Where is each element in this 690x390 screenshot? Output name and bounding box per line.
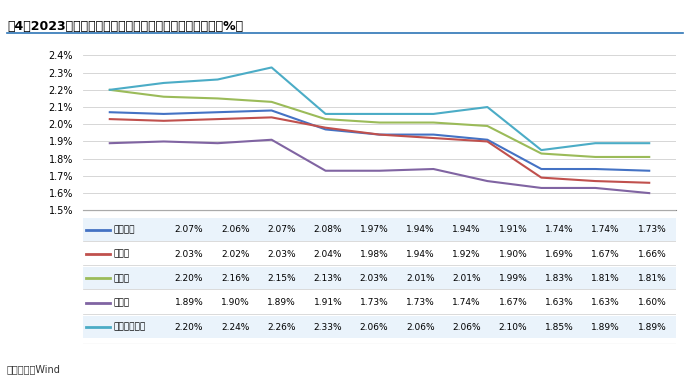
Text: 2.01%: 2.01% [406, 274, 435, 283]
Text: 1.67%: 1.67% [499, 298, 527, 307]
Text: 1.89%: 1.89% [175, 298, 204, 307]
Text: 1.90%: 1.90% [221, 298, 250, 307]
Text: 资料来源：Wind: 资料来源：Wind [7, 364, 61, 374]
Text: 1.92%: 1.92% [453, 250, 481, 259]
Text: 1.67%: 1.67% [591, 250, 620, 259]
FancyBboxPatch shape [83, 267, 676, 289]
Text: 1.74%: 1.74% [453, 298, 481, 307]
Text: 1.73%: 1.73% [406, 298, 435, 307]
Text: 1.85%: 1.85% [545, 323, 573, 332]
Text: 2.04%: 2.04% [314, 250, 342, 259]
Text: 1.90%: 1.90% [499, 250, 527, 259]
Text: 2.07%: 2.07% [267, 225, 296, 234]
Text: 1.74%: 1.74% [545, 225, 573, 234]
Text: 1.63%: 1.63% [591, 298, 620, 307]
Text: 1.73%: 1.73% [359, 298, 388, 307]
Text: 2.26%: 2.26% [267, 323, 296, 332]
Text: 1.63%: 1.63% [545, 298, 573, 307]
Text: 1.81%: 1.81% [591, 274, 620, 283]
Text: 2.03%: 2.03% [267, 250, 296, 259]
Text: 2.10%: 2.10% [499, 323, 527, 332]
Text: 1.74%: 1.74% [591, 225, 620, 234]
Text: 国有行: 国有行 [114, 250, 130, 259]
Text: 1.66%: 1.66% [638, 250, 667, 259]
Text: 1.94%: 1.94% [406, 225, 435, 234]
Text: 城商行: 城商行 [114, 298, 130, 307]
Text: 1.83%: 1.83% [545, 274, 573, 283]
Text: 2.08%: 2.08% [313, 225, 342, 234]
Text: 2.20%: 2.20% [175, 323, 204, 332]
Text: 1.89%: 1.89% [638, 323, 667, 332]
Text: 2.24%: 2.24% [221, 323, 250, 332]
Text: 1.94%: 1.94% [453, 225, 481, 234]
Text: 2.20%: 2.20% [175, 274, 204, 283]
Text: 2.06%: 2.06% [360, 323, 388, 332]
Text: 股份行: 股份行 [114, 274, 130, 283]
Text: 1.89%: 1.89% [267, 298, 296, 307]
Text: 2.06%: 2.06% [453, 323, 481, 332]
Text: 1.98%: 1.98% [359, 250, 388, 259]
Text: 1.89%: 1.89% [591, 323, 620, 332]
Text: 2.01%: 2.01% [453, 274, 481, 283]
Text: 农村金融机构: 农村金融机构 [114, 323, 146, 332]
Text: 图4：2023年三季度商业银行净息差进一步降至历史低位（%）: 图4：2023年三季度商业银行净息差进一步降至历史低位（%） [7, 20, 243, 32]
Text: 2.15%: 2.15% [267, 274, 296, 283]
Text: 1.69%: 1.69% [545, 250, 573, 259]
Text: 2.06%: 2.06% [406, 323, 435, 332]
Text: 2.02%: 2.02% [221, 250, 250, 259]
FancyBboxPatch shape [83, 291, 676, 314]
Text: 2.03%: 2.03% [360, 274, 388, 283]
Text: 1.60%: 1.60% [638, 298, 667, 307]
FancyBboxPatch shape [83, 243, 676, 265]
FancyBboxPatch shape [83, 316, 676, 338]
Text: 商业银行: 商业银行 [114, 225, 135, 234]
Text: 1.94%: 1.94% [406, 250, 435, 259]
Text: 2.07%: 2.07% [175, 225, 204, 234]
FancyBboxPatch shape [83, 218, 676, 241]
Text: 2.13%: 2.13% [313, 274, 342, 283]
Text: 1.91%: 1.91% [313, 298, 342, 307]
Text: 2.03%: 2.03% [175, 250, 204, 259]
Text: 1.91%: 1.91% [499, 225, 527, 234]
Text: 1.81%: 1.81% [638, 274, 667, 283]
Text: 1.73%: 1.73% [638, 225, 667, 234]
Text: 1.97%: 1.97% [359, 225, 388, 234]
Text: 1.99%: 1.99% [499, 274, 527, 283]
Text: 2.33%: 2.33% [313, 323, 342, 332]
Text: 2.16%: 2.16% [221, 274, 250, 283]
Text: 2.06%: 2.06% [221, 225, 250, 234]
